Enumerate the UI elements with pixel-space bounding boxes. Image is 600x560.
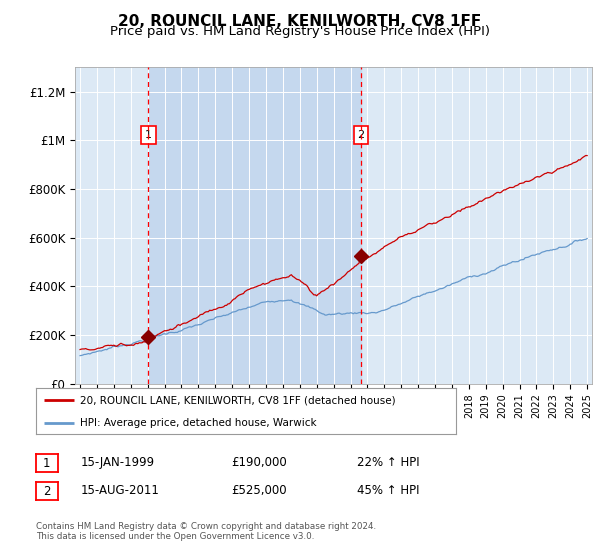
Text: Contains HM Land Registry data © Crown copyright and database right 2024.
This d: Contains HM Land Registry data © Crown c…	[36, 522, 376, 542]
Text: £525,000: £525,000	[231, 484, 287, 497]
Text: £190,000: £190,000	[231, 456, 287, 469]
Text: HPI: Average price, detached house, Warwick: HPI: Average price, detached house, Warw…	[80, 418, 317, 427]
Text: 2: 2	[358, 130, 365, 141]
Text: 20, ROUNCIL LANE, KENILWORTH, CV8 1FF: 20, ROUNCIL LANE, KENILWORTH, CV8 1FF	[118, 14, 482, 29]
Text: 2: 2	[43, 484, 50, 498]
Text: 22% ↑ HPI: 22% ↑ HPI	[357, 456, 419, 469]
Text: 20, ROUNCIL LANE, KENILWORTH, CV8 1FF (detached house): 20, ROUNCIL LANE, KENILWORTH, CV8 1FF (d…	[80, 395, 396, 405]
Text: 1: 1	[145, 130, 152, 141]
Text: 15-JAN-1999: 15-JAN-1999	[81, 456, 155, 469]
Bar	[148, 67, 361, 384]
Text: 15-AUG-2011: 15-AUG-2011	[81, 484, 160, 497]
Text: Price paid vs. HM Land Registry's House Price Index (HPI): Price paid vs. HM Land Registry's House …	[110, 25, 490, 38]
Text: 1: 1	[43, 456, 50, 470]
Text: 45% ↑ HPI: 45% ↑ HPI	[357, 484, 419, 497]
